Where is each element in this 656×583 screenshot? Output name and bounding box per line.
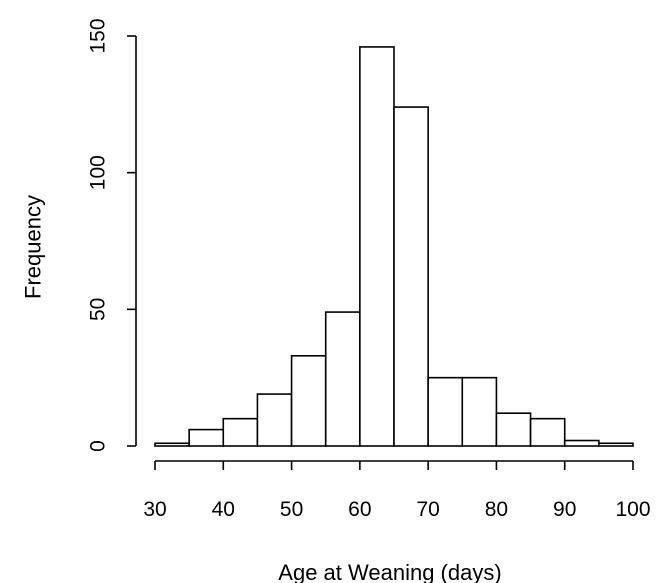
y-tick-label: 50 xyxy=(87,298,110,321)
y-tick-label: 0 xyxy=(87,440,110,452)
y-axis-title: Frequency xyxy=(21,195,46,299)
histogram-bar xyxy=(290,354,327,447)
histogram-bar xyxy=(495,412,532,447)
y-axis: 0 50 100 150 xyxy=(87,18,137,452)
x-tick-label: 90 xyxy=(553,498,576,521)
y-tick-label: 100 xyxy=(87,155,110,190)
x-tick-label: 60 xyxy=(348,498,371,521)
histogram-bar xyxy=(427,376,464,447)
histogram-bar xyxy=(154,442,190,447)
x-tick-label: 30 xyxy=(143,498,166,521)
histogram-bar xyxy=(563,439,600,447)
histogram-bar xyxy=(598,442,634,447)
x-tick-label: 40 xyxy=(212,498,235,521)
histogram-bar xyxy=(461,376,498,447)
histogram-bar xyxy=(359,46,395,447)
x-axis-title: Age at Weaning (days) xyxy=(278,560,501,583)
x-axis: 30 40 50 60 70 80 90 100 xyxy=(143,460,651,521)
histogram-bar xyxy=(324,311,361,447)
y-tick-label: 150 xyxy=(87,18,110,53)
x-tick-label: 100 xyxy=(615,498,650,521)
x-tick-label: 70 xyxy=(416,498,439,521)
histogram-bar xyxy=(529,417,566,447)
x-tick-label: 50 xyxy=(280,498,303,521)
x-tick-label: 80 xyxy=(485,498,508,521)
histogram-bar xyxy=(393,106,429,447)
histogram-bar xyxy=(188,428,225,447)
bars-group xyxy=(154,46,634,447)
histogram-bar xyxy=(222,417,259,447)
histogram-bar xyxy=(256,393,293,447)
